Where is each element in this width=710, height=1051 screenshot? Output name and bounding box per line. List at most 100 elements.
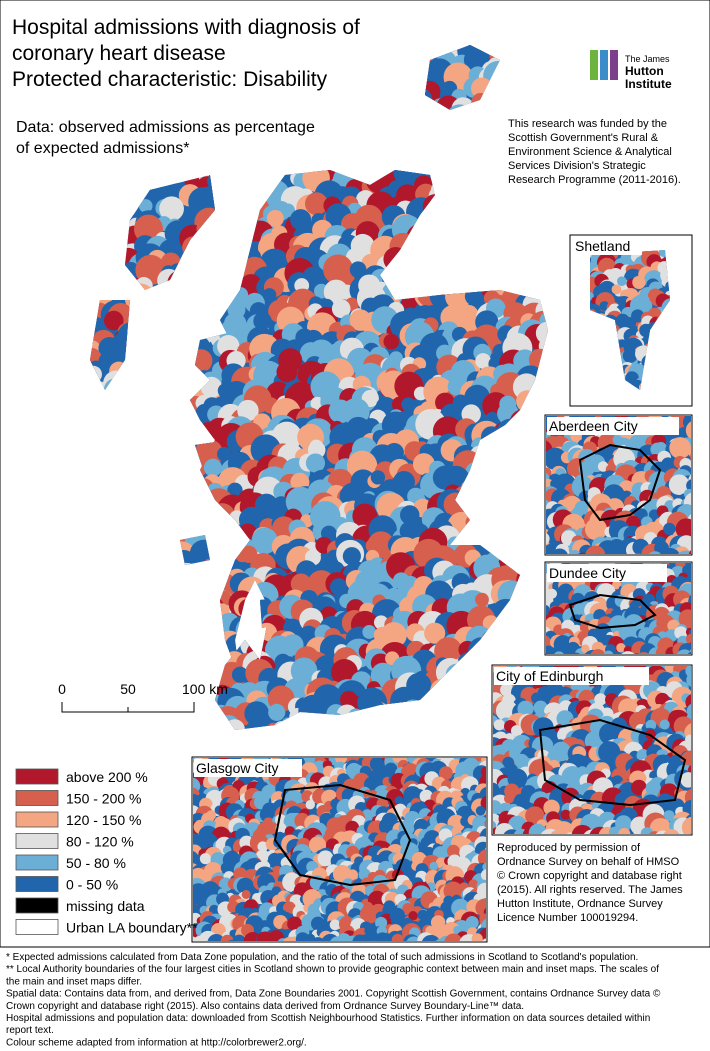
overlay: Shetland Aberdeen City Dundee City City … <box>12 16 693 943</box>
area-patch <box>568 550 581 554</box>
area-patch <box>420 837 432 848</box>
funding-line: Scottish Government's Rural & <box>508 132 659 144</box>
logo-text: Institute <box>625 77 672 91</box>
area-patch <box>585 545 606 554</box>
legend-label: above 200 % <box>66 769 148 785</box>
area-patch <box>391 933 404 941</box>
legend-label: Urban LA boundary** <box>66 920 198 936</box>
footnote-line: ** Local Authority boundaries of the fou… <box>6 964 659 975</box>
area-patch <box>633 653 640 654</box>
area-patch <box>241 889 251 899</box>
area-patch <box>577 552 588 554</box>
inset-frame <box>491 664 693 836</box>
area-patch <box>276 361 298 383</box>
area-patch <box>272 516 296 541</box>
legend-swatch <box>15 790 59 806</box>
area-patch <box>572 652 580 654</box>
area-patch <box>440 901 455 915</box>
area-patch <box>500 683 514 697</box>
area-patch <box>475 353 491 369</box>
legend-label: 50 - 80 % <box>66 855 126 871</box>
logo-text: Hutton <box>625 64 664 78</box>
area-patch <box>584 518 608 541</box>
area-patch <box>556 643 568 654</box>
area-patch <box>389 907 406 924</box>
area-patch <box>551 741 571 762</box>
area-patch <box>207 934 225 941</box>
inset-label: Glasgow City <box>196 760 278 776</box>
area-patch <box>590 649 606 654</box>
area-patch <box>268 930 285 941</box>
area-patch <box>329 919 341 931</box>
area-patch <box>290 657 318 685</box>
area-patch <box>687 651 691 654</box>
area-patch <box>465 915 479 930</box>
area-patch <box>669 437 691 459</box>
logo-bar <box>590 50 598 80</box>
legend: above 200 % 150 - 200 % 120 - 150 % 80 - 12… <box>15 768 198 936</box>
title-line: Hospital admissions with diagnosis of <box>12 16 360 39</box>
area-patch <box>429 861 439 871</box>
area-patch <box>590 291 594 301</box>
scale-bar <box>61 702 195 713</box>
label-bg <box>547 417 679 435</box>
area-patch <box>635 553 641 554</box>
area-patch <box>686 619 691 630</box>
area-patch <box>251 527 278 554</box>
area-patch <box>317 850 334 867</box>
label-bg <box>572 237 642 255</box>
area-patch <box>266 209 284 227</box>
area-patch <box>253 311 272 331</box>
inset-frame <box>544 561 693 656</box>
area-patch <box>217 446 232 462</box>
area-patch <box>594 693 607 706</box>
area-patch <box>475 592 489 607</box>
area-patch <box>649 817 672 834</box>
title-line: coronary heart disease <box>12 42 226 65</box>
area-patch <box>400 505 420 525</box>
funding-line: Services Division's Strategic <box>508 160 646 172</box>
label-bg <box>494 667 649 685</box>
area-patch <box>623 317 637 330</box>
legend-swatch <box>15 854 59 871</box>
footnote-line: the main and inset maps differ. <box>6 976 142 987</box>
area-patch <box>615 815 632 833</box>
area-patch <box>637 298 653 314</box>
area-patch <box>510 725 523 737</box>
legend-swatch <box>15 768 59 785</box>
area-patch <box>227 482 243 498</box>
area-patch <box>663 522 676 536</box>
legend-label: 120 - 150 % <box>66 812 142 828</box>
area-patch <box>237 399 259 422</box>
area-patch <box>311 937 325 941</box>
area-patch <box>408 911 418 921</box>
area-patch <box>379 765 390 776</box>
area-patch <box>268 703 286 721</box>
subtitle-line: of expected admissions* <box>16 140 189 157</box>
area-patch <box>546 447 567 471</box>
inset-frame <box>569 234 693 407</box>
area-patch <box>546 652 549 654</box>
area-patch <box>688 550 691 554</box>
copyright-line: Hutton Institute, Ordnance Survey <box>497 898 663 910</box>
la-boundary <box>273 783 412 887</box>
area-patch <box>199 853 211 865</box>
footnote-line: Colour scheme adapted from information a… <box>6 1037 307 1048</box>
area-patch <box>611 284 622 295</box>
area-patch <box>581 644 590 654</box>
area-patch <box>686 673 691 687</box>
area-patch <box>103 310 124 331</box>
area-patch <box>503 793 515 804</box>
legend-swatch <box>15 897 59 914</box>
area-patch <box>688 445 691 458</box>
area-patch <box>606 550 624 554</box>
area-patch <box>668 474 690 495</box>
area-patch <box>475 898 486 917</box>
area-patch <box>203 458 222 477</box>
area-patch <box>384 443 404 463</box>
area-patch <box>482 862 486 872</box>
label-bg <box>194 759 302 777</box>
area-patch <box>383 333 400 350</box>
area-patch <box>364 925 375 936</box>
area-patch <box>603 650 614 654</box>
